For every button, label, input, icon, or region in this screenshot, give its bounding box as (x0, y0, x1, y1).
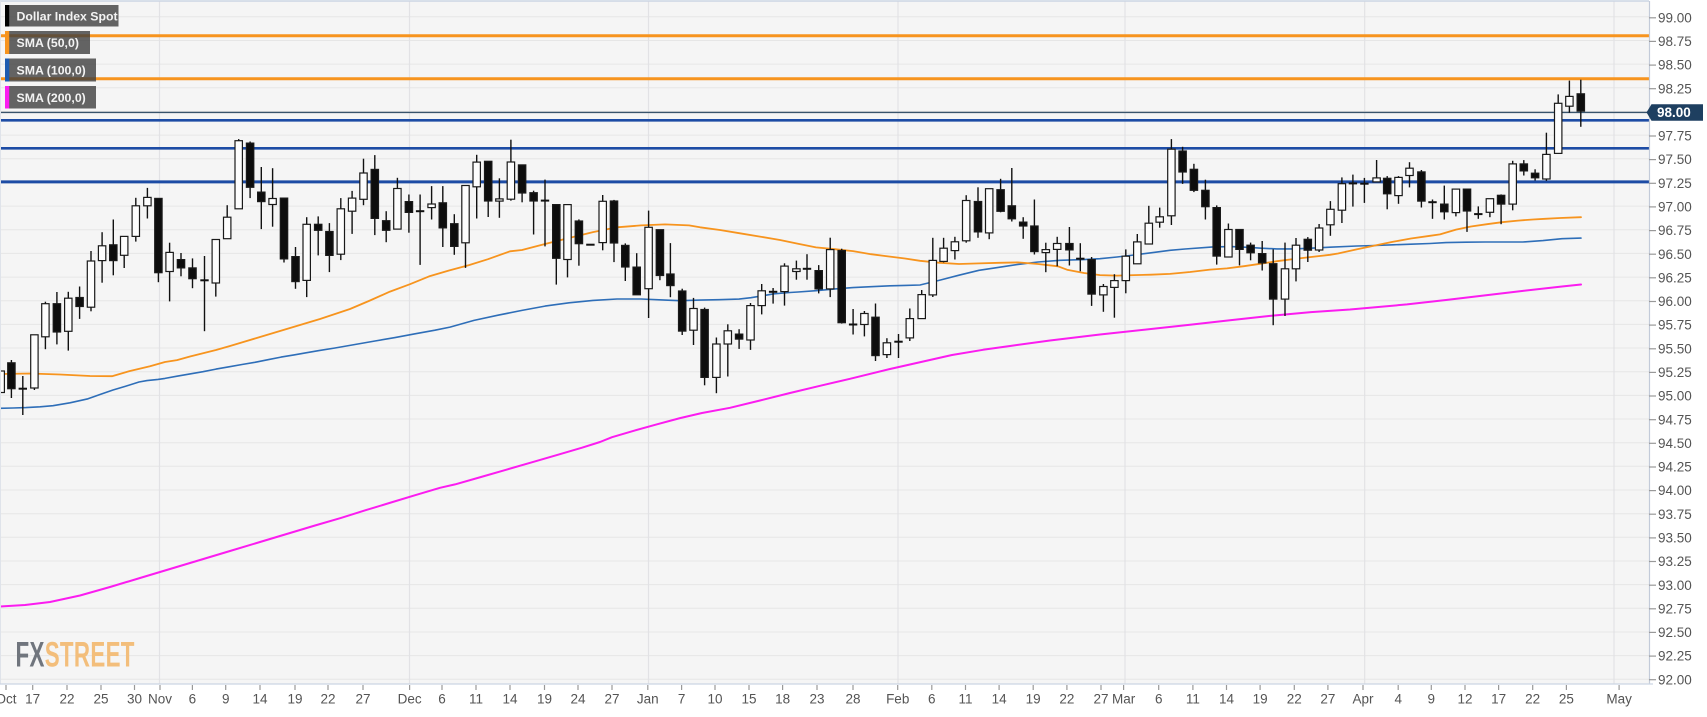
svg-text:17: 17 (1491, 692, 1506, 707)
svg-text:22: 22 (1059, 692, 1074, 707)
svg-text:93.75: 93.75 (1658, 507, 1692, 522)
svg-text:95.25: 95.25 (1658, 365, 1692, 380)
svg-text:6: 6 (438, 692, 446, 707)
svg-text:93.00: 93.00 (1658, 578, 1692, 593)
svg-text:98.50: 98.50 (1658, 58, 1692, 73)
svg-text:98.25: 98.25 (1658, 81, 1692, 96)
svg-text:SMA (200,0): SMA (200,0) (17, 91, 86, 105)
svg-text:28: 28 (845, 692, 860, 707)
svg-text:Nov: Nov (148, 692, 172, 707)
svg-text:93.25: 93.25 (1658, 554, 1692, 569)
svg-text:Jan: Jan (637, 692, 659, 707)
svg-text:14: 14 (502, 692, 518, 707)
svg-text:19: 19 (1026, 692, 1041, 707)
svg-text:93.50: 93.50 (1658, 531, 1692, 546)
svg-text:SMA (100,0): SMA (100,0) (17, 64, 86, 78)
svg-text:97.75: 97.75 (1658, 129, 1692, 144)
svg-text:15: 15 (741, 692, 756, 707)
svg-text:9: 9 (222, 692, 230, 707)
svg-text:Feb: Feb (886, 692, 909, 707)
svg-text:30: 30 (127, 692, 142, 707)
svg-text:24: 24 (570, 692, 586, 707)
svg-text:92.00: 92.00 (1658, 672, 1692, 687)
svg-text:92.75: 92.75 (1658, 601, 1692, 616)
svg-text:97.50: 97.50 (1658, 152, 1692, 167)
svg-text:11: 11 (1186, 692, 1200, 707)
svg-text:95.75: 95.75 (1658, 318, 1692, 333)
svg-text:14: 14 (992, 692, 1008, 707)
svg-text:Apr: Apr (1352, 692, 1374, 707)
svg-text:98.00: 98.00 (1657, 105, 1691, 120)
svg-text:25: 25 (93, 692, 108, 707)
svg-text:96.00: 96.00 (1658, 294, 1692, 309)
svg-text:Dollar Index Spot: Dollar Index Spot (17, 9, 118, 23)
svg-text:14: 14 (252, 692, 268, 707)
svg-text:19: 19 (287, 692, 302, 707)
svg-text:22: 22 (1287, 692, 1302, 707)
svg-text:19: 19 (537, 692, 552, 707)
svg-text:96.75: 96.75 (1658, 223, 1692, 238)
svg-text:22: 22 (1525, 692, 1540, 707)
svg-text:17: 17 (25, 692, 40, 707)
svg-text:9: 9 (1428, 692, 1436, 707)
svg-text:27: 27 (604, 692, 619, 707)
svg-text:95.00: 95.00 (1658, 389, 1692, 404)
svg-text:11: 11 (958, 692, 972, 707)
svg-text:27: 27 (1093, 692, 1108, 707)
svg-text:Mar: Mar (1112, 692, 1136, 707)
svg-text:97.25: 97.25 (1658, 176, 1692, 191)
svg-text:6: 6 (1155, 692, 1163, 707)
svg-text:6: 6 (928, 692, 936, 707)
svg-text:23: 23 (809, 692, 824, 707)
svg-text:94.25: 94.25 (1658, 460, 1692, 475)
svg-text:96.50: 96.50 (1658, 247, 1692, 262)
svg-text:94.50: 94.50 (1658, 436, 1692, 451)
svg-text:Oct: Oct (0, 692, 17, 707)
svg-text:4: 4 (1394, 692, 1402, 707)
svg-text:94.75: 94.75 (1658, 412, 1692, 427)
svg-text:SMA (50,0): SMA (50,0) (17, 36, 79, 50)
svg-text:11: 11 (469, 692, 483, 707)
svg-text:97.00: 97.00 (1658, 200, 1692, 215)
svg-text:14: 14 (1219, 692, 1235, 707)
svg-text:Dec: Dec (398, 692, 422, 707)
svg-text:FXSTREET: FXSTREET (16, 635, 135, 674)
svg-text:96.25: 96.25 (1658, 270, 1692, 285)
svg-text:May: May (1606, 692, 1632, 707)
svg-text:6: 6 (189, 692, 197, 707)
svg-text:92.50: 92.50 (1658, 625, 1692, 640)
svg-text:98.75: 98.75 (1658, 34, 1692, 49)
svg-text:10: 10 (707, 692, 722, 707)
svg-text:95.50: 95.50 (1658, 341, 1692, 356)
svg-text:27: 27 (355, 692, 370, 707)
svg-text:7: 7 (678, 692, 686, 707)
svg-text:94.00: 94.00 (1658, 483, 1692, 498)
svg-text:12: 12 (1457, 692, 1472, 707)
svg-text:92.25: 92.25 (1658, 649, 1692, 664)
svg-text:19: 19 (1253, 692, 1268, 707)
svg-text:22: 22 (59, 692, 74, 707)
svg-text:25: 25 (1559, 692, 1574, 707)
svg-text:27: 27 (1320, 692, 1335, 707)
svg-text:99.00: 99.00 (1658, 10, 1692, 25)
svg-text:18: 18 (775, 692, 790, 707)
svg-text:22: 22 (320, 692, 335, 707)
